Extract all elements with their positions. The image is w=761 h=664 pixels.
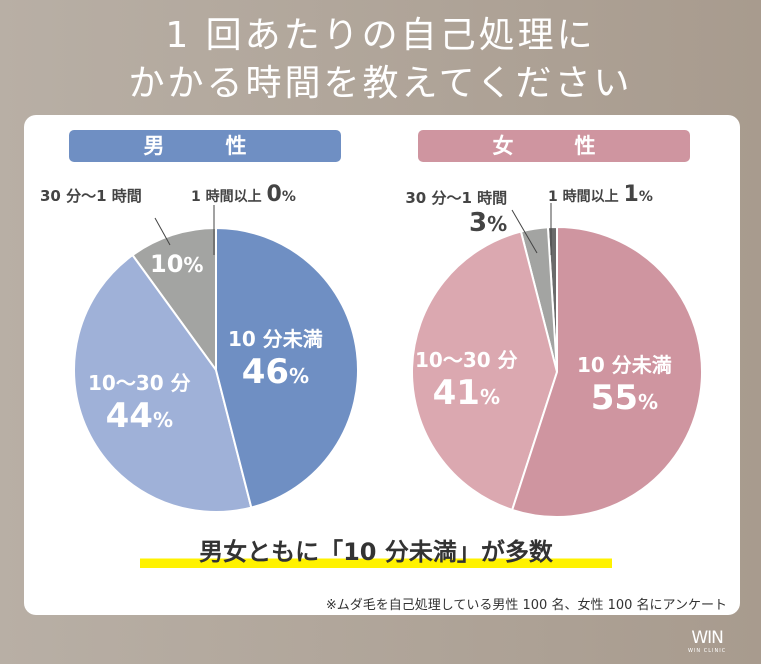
value: 55 [590, 378, 639, 418]
category: 30 分〜1 時間 [405, 189, 508, 207]
value: 46 [241, 352, 290, 392]
male-label-30-60: 30 分〜1 時間 [40, 187, 142, 205]
unit: % [487, 212, 508, 236]
value: 3 [469, 208, 488, 238]
category: 10 分未満 [228, 327, 323, 351]
female-slice-1 [411, 230, 559, 512]
leader-line-male-30-60 [154, 217, 171, 246]
female-label-60plus: 1 時間以上 1% [548, 182, 653, 207]
unit: % [289, 364, 310, 388]
category: 1 時間以上 [548, 189, 619, 205]
male-slice-0 [215, 226, 359, 509]
male-label-60plus: 1 時間以上 0% [191, 182, 296, 207]
leader-line-female-30-60 [511, 209, 538, 254]
unit: % [638, 189, 653, 205]
female-header: 女 性 [418, 130, 690, 162]
value: 41 [432, 373, 480, 413]
logo-main: WIN [691, 628, 724, 648]
logo-sub: WIN CLINIC [688, 648, 727, 654]
value: 44 [105, 396, 153, 436]
category: 10 分未満 [577, 353, 672, 377]
survey-note: ※ムダ毛を自己処理している男性 100 名、女性 100 名にアンケート [325, 598, 727, 613]
page-title: 1 回あたりの自己処理に かかる時間を教えてください [0, 12, 761, 108]
female-slice-under10: 10 分未満 55% [577, 349, 672, 418]
unit: % [638, 390, 659, 414]
male-value-30-60: 10% [150, 250, 203, 278]
unit: % [152, 408, 173, 432]
category: 10〜30 分 [415, 348, 518, 372]
male-slice-under10: 10 分未満 46% [228, 323, 323, 392]
value: 0 [266, 182, 282, 207]
value: 1 [623, 182, 639, 207]
conclusion: 男女ともに「10 分未満」が多数 [140, 536, 612, 568]
unit: % [479, 385, 500, 409]
title-line-2: かかる時間を教えてください [128, 63, 633, 104]
category: 10〜30 分 [88, 371, 191, 395]
female-slice-10-30: 10〜30 分 41% [415, 344, 518, 413]
value: 10 [150, 250, 184, 278]
unit: % [281, 189, 296, 205]
title-line-1: 1 回あたりの自己処理に [165, 15, 596, 56]
female-slice-0 [510, 225, 703, 518]
unit: % [183, 253, 204, 277]
male-slice-1 [73, 253, 253, 513]
female-label-30-60: 30 分〜1 時間 3% [381, 187, 507, 238]
win-clinic-logo: WIN WIN CLINIC [688, 628, 726, 654]
category: 1 時間以上 [191, 189, 262, 205]
male-header: 男 性 [69, 130, 341, 162]
male-slice-10-30: 10〜30 分 44% [88, 367, 191, 436]
